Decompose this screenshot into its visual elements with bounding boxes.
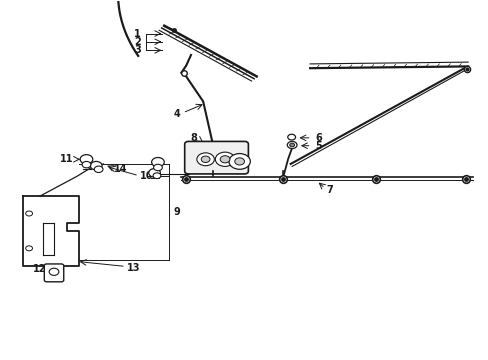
Text: 5: 5	[314, 141, 321, 151]
Text: 12: 12	[33, 264, 46, 274]
Circle shape	[201, 156, 209, 162]
Circle shape	[49, 268, 59, 275]
Text: 13: 13	[126, 262, 140, 273]
Circle shape	[197, 153, 214, 166]
Text: 11: 11	[60, 154, 73, 164]
Circle shape	[289, 143, 294, 147]
Circle shape	[153, 173, 161, 179]
Circle shape	[148, 168, 160, 177]
Circle shape	[94, 166, 103, 172]
Circle shape	[287, 134, 295, 140]
Text: 3: 3	[134, 45, 141, 55]
Text: 10: 10	[140, 171, 153, 181]
Circle shape	[234, 158, 244, 165]
FancyBboxPatch shape	[184, 141, 248, 174]
Text: 4: 4	[173, 109, 180, 119]
Circle shape	[228, 154, 250, 169]
Circle shape	[80, 155, 93, 164]
Circle shape	[82, 161, 91, 168]
Circle shape	[151, 157, 164, 167]
Circle shape	[287, 141, 296, 149]
Circle shape	[153, 164, 162, 171]
FancyBboxPatch shape	[44, 264, 63, 282]
Text: 2: 2	[134, 37, 141, 47]
Text: 7: 7	[325, 185, 332, 195]
Text: 9: 9	[174, 207, 181, 217]
Circle shape	[215, 152, 234, 166]
Text: 1: 1	[134, 28, 141, 39]
Circle shape	[220, 156, 229, 163]
Text: 6: 6	[314, 133, 321, 143]
Circle shape	[90, 161, 102, 170]
Text: 8: 8	[190, 133, 197, 143]
Text: 14: 14	[114, 164, 127, 174]
